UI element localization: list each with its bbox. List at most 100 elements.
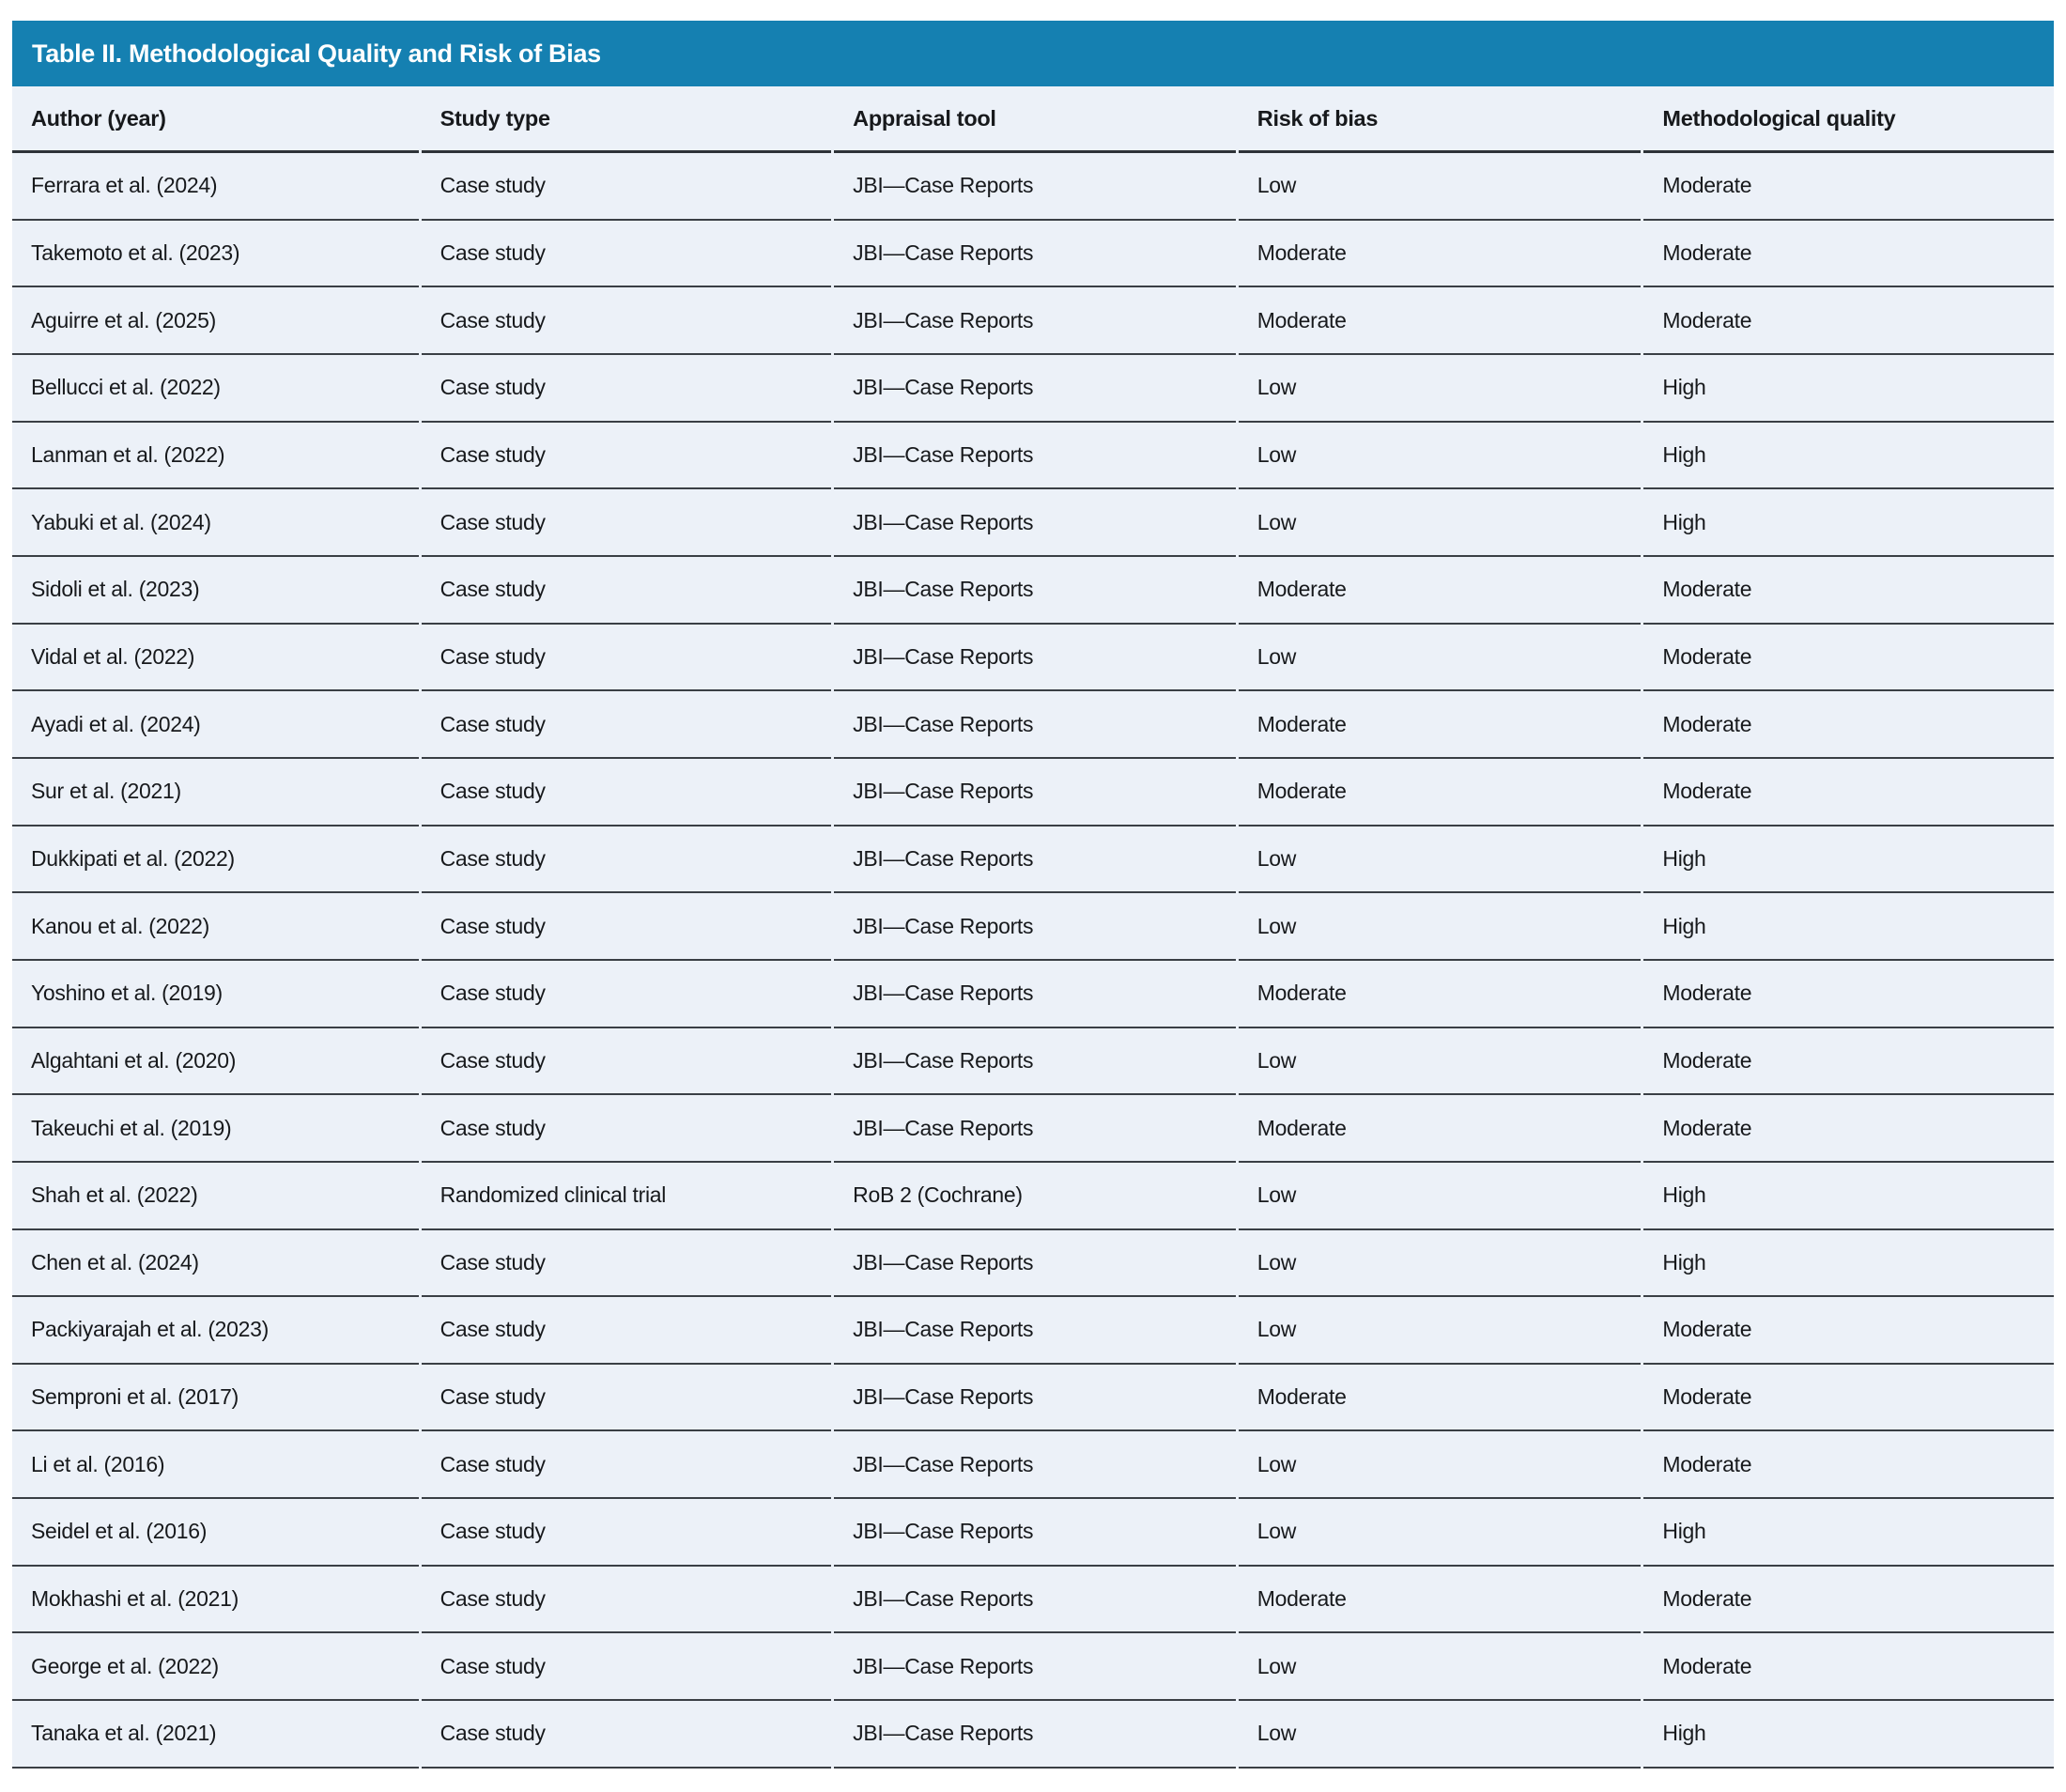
cell-methodological-quality: Moderate (1643, 1365, 2054, 1432)
cell-methodological-quality: High (1643, 826, 2054, 894)
cell-author: George et al. (2022) (12, 1633, 419, 1702)
table-row: Mokhashi et al. (2021) Case study JBI—Case… (12, 1566, 2054, 1634)
cell-author: Algahtani et al. (2020) (12, 1028, 419, 1096)
cell-study-type: Case study (421, 961, 832, 1028)
cell-study-type: Case study (421, 1567, 832, 1634)
cell-appraisal-tool: JBI—Case Reports (834, 221, 1236, 288)
cell-appraisal-tool: JBI—Case Reports (834, 153, 1236, 221)
table-row: George et al. (2022) Case study JBI—Case R… (12, 1633, 2054, 1702)
cell-study-type: Case study (421, 557, 832, 625)
cell-methodological-quality: Moderate (1643, 287, 2054, 355)
cell-methodological-quality: High (1643, 489, 2054, 557)
cell-study-type: Case study (421, 489, 832, 557)
cell-study-type: Case study (421, 423, 832, 490)
cell-appraisal-tool: JBI—Case Reports (834, 355, 1236, 423)
cell-author: Ayadi et al. (2024) (12, 691, 419, 759)
cell-risk-of-bias: Low (1238, 355, 1642, 423)
methodological-quality-table: Table II. Methodological Quality and Ris… (12, 21, 2054, 1769)
table-row: Kanou et al. (2022) Case study JBI—Case Re… (12, 893, 2054, 961)
cell-study-type: Case study (421, 1365, 832, 1432)
cell-risk-of-bias: Moderate (1238, 287, 1642, 355)
cell-study-type: Case study (421, 221, 832, 288)
table-row: Algahtani et al. (2020) Case study JBI—Cas… (12, 1027, 2054, 1096)
column-header-appraisal-tool: Appraisal tool (834, 86, 1236, 153)
cell-study-type: Case study (421, 759, 832, 826)
cell-methodological-quality: High (1643, 1163, 2054, 1230)
cell-risk-of-bias: Low (1238, 1163, 1642, 1230)
cell-author: Takeuchi et al. (2019) (12, 1095, 419, 1163)
cell-appraisal-tool: JBI—Case Reports (834, 961, 1236, 1028)
table-row: Sur et al. (2021) Case study JBI—Case Repo… (12, 758, 2054, 826)
cell-risk-of-bias: Moderate (1238, 557, 1642, 625)
cell-appraisal-tool: JBI—Case Reports (834, 1095, 1236, 1163)
cell-study-type: Case study (421, 691, 832, 759)
table-row: Semproni et al. (2017) Case study JBI—Case… (12, 1364, 2054, 1432)
cell-appraisal-tool: JBI—Case Reports (834, 1297, 1236, 1365)
cell-appraisal-tool: JBI—Case Reports (834, 625, 1236, 692)
table-title-bar: Table II. Methodological Quality and Ris… (12, 21, 2054, 86)
cell-risk-of-bias: Low (1238, 625, 1642, 692)
cell-risk-of-bias: Moderate (1238, 221, 1642, 288)
cell-study-type: Case study (421, 1633, 832, 1702)
cell-author: Seidel et al. (2016) (12, 1499, 419, 1567)
cell-appraisal-tool: JBI—Case Reports (834, 489, 1236, 557)
cell-methodological-quality: High (1643, 355, 2054, 423)
cell-methodological-quality: Moderate (1643, 557, 2054, 625)
cell-author: Dukkipati et al. (2022) (12, 826, 419, 894)
cell-methodological-quality: High (1643, 893, 2054, 961)
cell-author: Shah et al. (2022) (12, 1163, 419, 1230)
cell-study-type: Case study (421, 893, 832, 961)
table-row: Takeuchi et al. (2019) Case study JBI—Case… (12, 1095, 2054, 1163)
cell-author: Mokhashi et al. (2021) (12, 1567, 419, 1634)
cell-author: Yoshino et al. (2019) (12, 961, 419, 1028)
cell-appraisal-tool: JBI—Case Reports (834, 287, 1236, 355)
cell-study-type: Case study (421, 625, 832, 692)
table-row: Ayadi et al. (2024) Case study JBI—Case Re… (12, 691, 2054, 759)
cell-study-type: Case study (421, 1230, 832, 1298)
cell-risk-of-bias: Low (1238, 423, 1642, 490)
cell-author: Yabuki et al. (2024) (12, 489, 419, 557)
cell-study-type: Case study (421, 826, 832, 894)
cell-appraisal-tool: JBI—Case Reports (834, 1431, 1236, 1500)
cell-methodological-quality: High (1643, 1499, 2054, 1567)
cell-study-type: Case study (421, 1028, 832, 1096)
cell-appraisal-tool: JBI—Case Reports (834, 1230, 1236, 1298)
cell-study-type: Case study (421, 1701, 832, 1769)
table-body: Ferrara et al. (2024) Case study JBI—Case … (12, 153, 2054, 1769)
cell-appraisal-tool: RoB 2 (Cochrane) (834, 1163, 1236, 1230)
cell-methodological-quality: High (1643, 1230, 2054, 1298)
cell-study-type: Case study (421, 355, 832, 423)
table-row: Seidel et al. (2016) Case study JBI—Case R… (12, 1499, 2054, 1567)
cell-risk-of-bias: Low (1238, 826, 1642, 894)
column-header-study-type: Study type (421, 86, 832, 153)
cell-risk-of-bias: Low (1238, 1633, 1642, 1702)
cell-risk-of-bias: Low (1238, 1028, 1642, 1096)
cell-risk-of-bias: Moderate (1238, 1365, 1642, 1432)
cell-appraisal-tool: JBI—Case Reports (834, 826, 1236, 894)
cell-author: Vidal et al. (2022) (12, 625, 419, 692)
table-row: Ferrara et al. (2024) Case study JBI—Case … (12, 153, 2054, 221)
cell-methodological-quality: Moderate (1643, 961, 2054, 1028)
cell-author: Bellucci et al. (2022) (12, 355, 419, 423)
cell-risk-of-bias: Moderate (1238, 1095, 1642, 1163)
cell-methodological-quality: Moderate (1643, 759, 2054, 826)
table-row: Aguirre et al. (2025) Case study JBI—Case … (12, 287, 2054, 355)
cell-author: Aguirre et al. (2025) (12, 287, 419, 355)
cell-author: Ferrara et al. (2024) (12, 153, 419, 221)
cell-appraisal-tool: JBI—Case Reports (834, 423, 1236, 490)
table-row: Packiyarajah et al. (2023) Case study JBI—… (12, 1297, 2054, 1365)
table-row: Dukkipati et al. (2022) Case study JBI—Cas… (12, 826, 2054, 894)
cell-risk-of-bias: Low (1238, 153, 1642, 221)
cell-risk-of-bias: Moderate (1238, 961, 1642, 1028)
table-row: Bellucci et al. (2022) Case study JBI—Case… (12, 354, 2054, 423)
cell-appraisal-tool: JBI—Case Reports (834, 557, 1236, 625)
cell-methodological-quality: Moderate (1643, 1567, 2054, 1634)
cell-risk-of-bias: Low (1238, 1431, 1642, 1500)
cell-appraisal-tool: JBI—Case Reports (834, 759, 1236, 826)
table-row: Li et al. (2016) Case study JBI—Case Repor… (12, 1431, 2054, 1500)
cell-appraisal-tool: JBI—Case Reports (834, 1567, 1236, 1634)
cell-appraisal-tool: JBI—Case Reports (834, 1499, 1236, 1567)
cell-risk-of-bias: Moderate (1238, 691, 1642, 759)
cell-study-type: Case study (421, 287, 832, 355)
cell-risk-of-bias: Low (1238, 1297, 1642, 1365)
